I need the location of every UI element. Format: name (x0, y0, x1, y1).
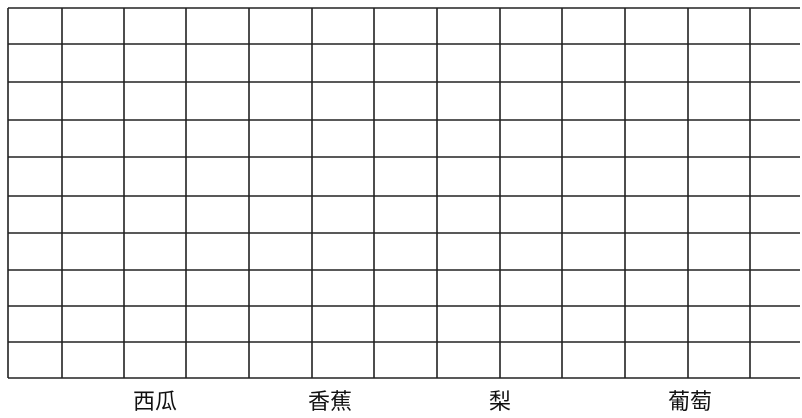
grid-lines (7, 7, 800, 379)
category-label: 葡萄 (668, 390, 712, 414)
category-labels: 西瓜 香蕉 梨 葡萄 (133, 390, 712, 415)
category-label: 香蕉 (308, 390, 352, 414)
category-label: 西瓜 (133, 390, 177, 414)
category-label: 梨 (489, 390, 511, 414)
